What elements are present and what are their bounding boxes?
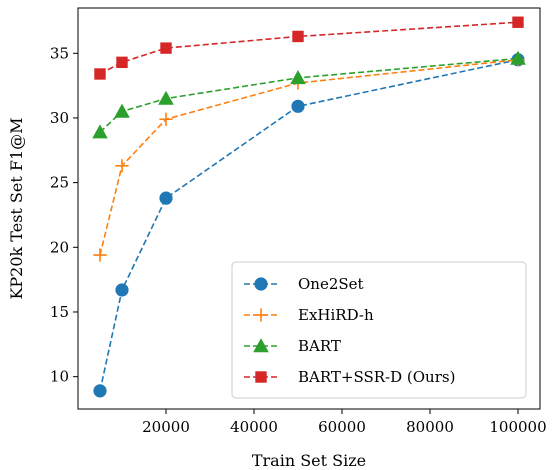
- y-tick-label: 15: [50, 303, 69, 321]
- axes-frame: [77, 7, 541, 410]
- data-point: [93, 248, 107, 262]
- data-point: [114, 103, 130, 118]
- data-point: [512, 16, 524, 28]
- legend-item: One2Set: [244, 275, 364, 293]
- y-tick-label: 20: [50, 238, 69, 256]
- legend-item: BART: [244, 337, 341, 355]
- x-tick-label: 40000: [230, 418, 278, 436]
- legend-marker: [253, 338, 269, 353]
- series-exhird-h: [93, 53, 525, 262]
- legend-label: One2Set: [298, 275, 364, 293]
- series-bart-ssr-d-ours: [94, 16, 524, 80]
- data-point: [93, 384, 107, 398]
- data-point: [94, 68, 106, 80]
- y-axis-label: KP20k Test Set F1@M: [7, 117, 26, 299]
- y-tick-label: 25: [50, 174, 69, 192]
- series-line: [99, 58, 519, 392]
- data-point: [159, 191, 173, 205]
- data-point: [290, 70, 306, 85]
- y-tick-label: 35: [50, 44, 69, 62]
- data-point: [159, 112, 173, 126]
- legend-box: [231, 261, 527, 399]
- series-line: [99, 57, 519, 133]
- legend-label: ExHiRD-h: [298, 306, 374, 324]
- data-point: [510, 50, 526, 65]
- legend-label: BART+SSR-D (Ours): [298, 368, 455, 386]
- series-bart: [92, 50, 526, 139]
- legend-marker: [255, 371, 267, 383]
- data-point: [292, 30, 304, 43]
- data-point: [115, 159, 129, 173]
- y-tick-label: 30: [50, 109, 69, 127]
- x-tick-label: 20000: [142, 418, 190, 436]
- data-point: [116, 56, 128, 69]
- x-tick-label: 80000: [406, 418, 454, 436]
- y-axis: 10 15 20 25 30 35: [50, 44, 78, 386]
- data-point: [158, 90, 174, 105]
- series-line: [99, 58, 519, 256]
- x-axis: 20000 40000 60000 80000 100000: [142, 409, 547, 436]
- x-tick-label: 60000: [318, 418, 366, 436]
- data-point: [115, 283, 129, 297]
- legend-item: ExHiRD-h: [244, 306, 374, 324]
- data-point: [92, 124, 108, 139]
- data-point: [160, 42, 172, 54]
- x-tick-label: 100000: [489, 418, 546, 436]
- x-axis-label: Train Set Size: [252, 451, 366, 470]
- legend-item: BART+SSR-D (Ours): [244, 368, 455, 386]
- y-tick-label: 10: [50, 368, 69, 386]
- legend-label: BART: [298, 337, 341, 355]
- legend: One2Set ExHiRD-h BART BART+SSR-D (Ours): [231, 261, 527, 399]
- legend-marker: [254, 308, 268, 322]
- data-point: [291, 99, 305, 113]
- plot-area: [92, 16, 526, 398]
- legend-marker: [254, 277, 268, 291]
